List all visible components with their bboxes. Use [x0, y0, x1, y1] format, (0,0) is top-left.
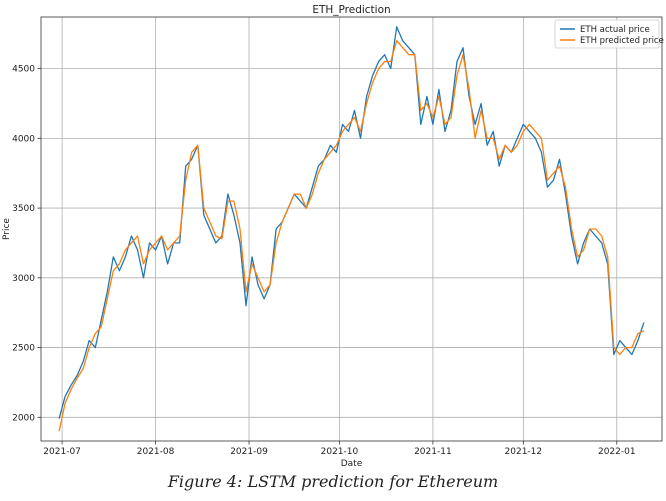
x-tick-label: 2021-07: [43, 447, 81, 457]
y-tick-label: 4500: [12, 65, 35, 75]
x-tick-label: 2022-01: [598, 447, 636, 457]
gridlines: [41, 17, 662, 441]
y-axis-title: Price: [2, 218, 12, 240]
series-line-actual: [58, 26, 645, 419]
series-line-predicted: [58, 40, 645, 432]
figure-caption: Figure 4: LSTM prediction for Ethereum: [167, 472, 499, 491]
x-tick-label: 2021-12: [505, 447, 543, 457]
x-tick-label: 2021-10: [321, 447, 359, 457]
legend-label: ETH predicted price: [580, 36, 664, 46]
legend-box: [554, 19, 660, 49]
plot-frame: [40, 16, 663, 442]
chart-title: ETH_Prediction: [312, 4, 390, 16]
eth-prediction-chart: ETH_Prediction 2021-07 2021-08 2021-09 2021…: [2, 4, 664, 469]
x-axis-title: Date: [341, 459, 363, 469]
y-tick-label: 4000: [12, 134, 35, 144]
series-layer: [58, 26, 645, 432]
y-tick-label: 2500: [12, 344, 35, 354]
y-tick-label: 3500: [12, 204, 35, 214]
x-tick-label: 2021-09: [230, 447, 268, 457]
tick-layer: 2021-07 2021-08 2021-09 2021-10 2021-11 2021-…: [12, 65, 635, 457]
legend-label: ETH actual price: [580, 25, 650, 35]
y-tick-label: 2000: [12, 413, 35, 423]
x-tick-label: 2021-08: [137, 447, 175, 457]
x-tick-label: 2021-11: [414, 447, 452, 457]
y-tick-label: 3000: [12, 274, 35, 284]
